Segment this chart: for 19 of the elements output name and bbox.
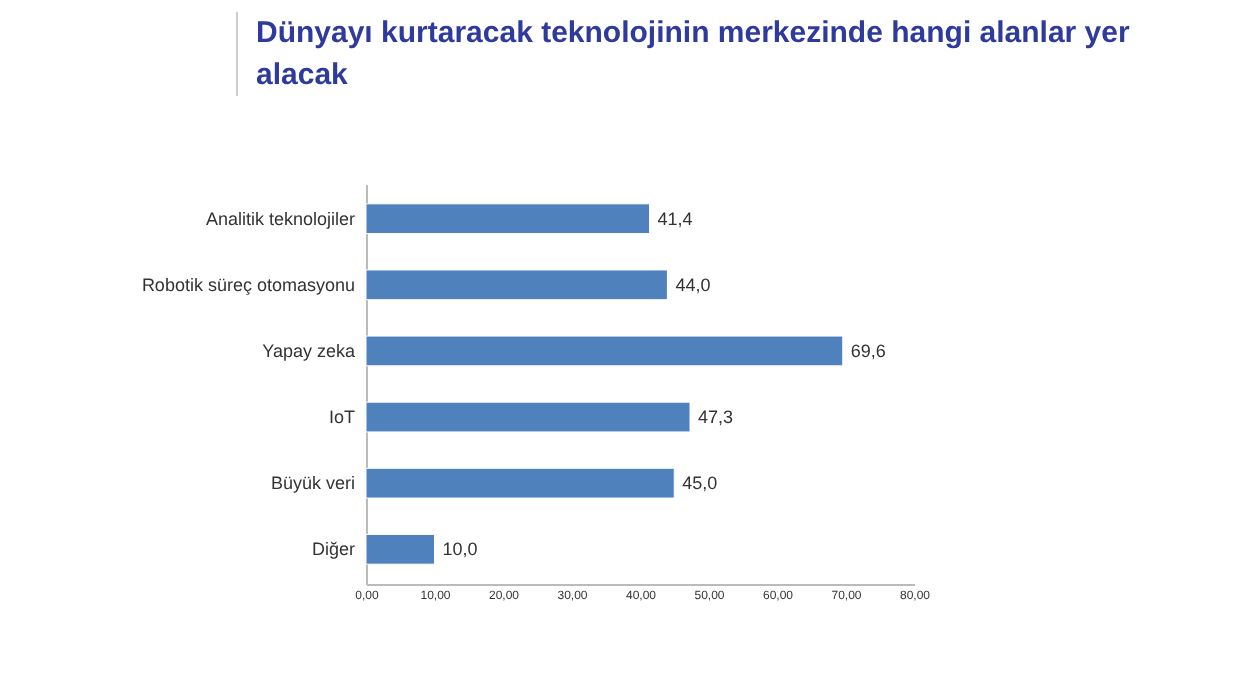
y-tick-label: Diğer: [311, 539, 355, 560]
y-tick-label: Yapay zeka: [262, 340, 355, 361]
bar: [365, 401, 691, 433]
data-label: 10,0: [442, 539, 478, 560]
y-tick-label: Büyük veri: [270, 473, 355, 494]
bar: [365, 203, 651, 235]
y-tick-label: IoT: [328, 407, 356, 428]
chart-title: Dünyayı kurtaracak teknolojinin merkezinde hangi alanlar yer alacak: [236, 12, 1136, 96]
data-label: 47,3: [698, 407, 734, 428]
bar: [365, 533, 435, 565]
bar: [365, 269, 668, 301]
data-label: 41,4: [657, 208, 693, 229]
y-tick-label: Analitik teknolojiler: [205, 208, 355, 229]
data-label: 69,6: [850, 340, 886, 361]
data-label: 45,0: [682, 473, 718, 494]
bar: [365, 467, 675, 499]
bar: [365, 335, 844, 367]
data-label: 44,0: [675, 274, 711, 295]
y-tick-label: Robotik süreç otomasyonu: [141, 274, 355, 295]
